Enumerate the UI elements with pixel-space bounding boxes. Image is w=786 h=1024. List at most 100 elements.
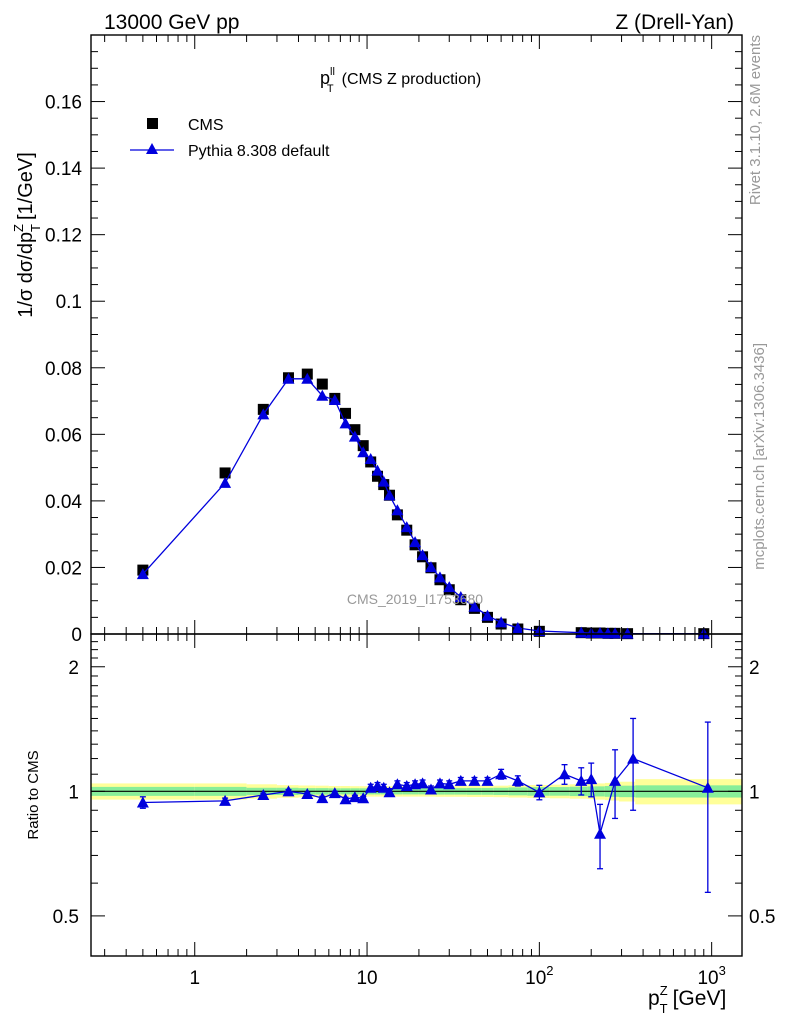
main-title-sup: ll (330, 66, 335, 78)
pythia-point (433, 571, 446, 583)
ratio-pythia-point (511, 774, 524, 786)
pythia-line (142, 378, 704, 635)
rivet-label: Rivet 3.1.10, 2.6M events (747, 35, 764, 205)
cms-data-point (316, 378, 328, 390)
ratio-xlabel: pZ T [GeV] (648, 983, 726, 1016)
ratio-xtick-base: 10 (525, 968, 546, 989)
ratio-pythia-point (377, 781, 390, 793)
ratio-pythia-point (481, 774, 494, 786)
pythia-point (383, 489, 396, 501)
pythia-point (348, 430, 361, 442)
pythia-point (609, 627, 622, 639)
main-title: pll T (CMS Z production) (320, 66, 481, 95)
ratio-pythia-point (495, 768, 508, 780)
pythia-point (328, 394, 341, 406)
pythia-point (357, 446, 370, 458)
pythia-point (594, 627, 607, 639)
ratio-pythia-point (585, 773, 598, 785)
ratio-ylabel: Ratio to CMS (25, 750, 42, 839)
pythia-point (316, 389, 329, 401)
mcplots-label: mcplots.cern.ch [arXiv:1306.3436] (751, 343, 768, 570)
ratio-pythia-line (142, 757, 709, 834)
ratio-pythia-point (357, 792, 370, 804)
ratio-panel: 0.5 0.51 12 21 10 102 103 Ratio to CMS pZ T [GeV… (25, 633, 775, 1016)
main-ytick-label: 0.06 (45, 425, 82, 446)
pythia-point (575, 626, 588, 638)
pythia-point (409, 536, 422, 548)
ratio-xtick-exp: 2 (546, 963, 553, 978)
ratio-marks-group (136, 717, 714, 894)
ratio-pythia-point (533, 786, 546, 798)
pythia-point (391, 504, 404, 516)
cms-data-point (357, 440, 369, 452)
main-ytick-label: 0.14 (45, 159, 82, 180)
ratio-pythia-point (282, 785, 295, 797)
ratio-pythia-point (257, 788, 270, 800)
ratio-xtick-label: 103 (697, 963, 725, 989)
ratio-pythia-point (433, 777, 446, 789)
main-title-main: p (320, 68, 330, 88)
main-ylabel-a: 1/σ dσ/dp (15, 232, 37, 318)
pythia-point (400, 521, 413, 533)
legend-cms-label: CMS (188, 117, 224, 134)
main-panel: 0.02 0.04 0.06 0.08 0.1 0.12 0.14 0.16 0 pll T (CM… (11, 34, 743, 646)
ratio-pythia-point (468, 774, 481, 786)
ratio-xlabel-sup: Z (660, 983, 668, 998)
cms-data-point (219, 467, 231, 479)
pythia-point (301, 372, 314, 384)
ratio-pythia-point (424, 783, 437, 795)
pythia-point (424, 561, 437, 573)
pythia-point (443, 581, 456, 593)
header-left: 13000 GeV pp (104, 11, 239, 34)
ratio-pythia-point (416, 777, 429, 789)
main-title-sub: T (327, 83, 334, 95)
ratio-xtick-base: 10 (697, 968, 718, 989)
pythia-point (495, 616, 508, 628)
main-title-rest: (CMS Z production) (342, 71, 482, 88)
ratio-pythia-point (136, 796, 149, 808)
legend-mc-marker (146, 143, 158, 154)
pythia-point (257, 408, 270, 420)
ratio-pythia-point (701, 781, 714, 793)
ratio-ytick-label: 2 (68, 658, 79, 679)
ratio-pythia-point (348, 791, 361, 803)
legend-cms-marker (147, 118, 158, 129)
ratio-pythia-point (301, 788, 314, 800)
ratio-xtick-exp: 3 (719, 963, 726, 978)
ratio-pythia-point (383, 786, 396, 798)
header-right: Z (Drell-Yan) (615, 11, 734, 34)
cms-data-point (349, 424, 361, 436)
pythia-point (377, 475, 390, 487)
ratio-pythia-point (219, 794, 232, 806)
ratio-ytick-label-right: 2 (749, 658, 760, 679)
ratio-frame (90, 633, 743, 957)
ratio-pythia-point (328, 787, 341, 799)
ratio-pythia-point (443, 778, 456, 790)
main-ytick-label-zero: 0 (71, 625, 82, 646)
main-ytick-label: 0.04 (45, 492, 82, 513)
pythia-point (282, 372, 295, 384)
ratio-pythia-point (594, 827, 607, 839)
cms-data-point (340, 407, 352, 419)
ratio-pythia-point (391, 778, 404, 790)
main-ytick-label: 0.02 (45, 558, 82, 579)
ratio-pythia-point (339, 793, 352, 805)
ratio-ytick-label-right: 0.5 (749, 907, 775, 928)
ratio-xlabel-rest: [GeV] (673, 987, 727, 1010)
legend-mc-label: Pythia 8.308 default (188, 143, 330, 160)
ratio-xtick-label: 1 (189, 968, 200, 989)
ratio-xtick-base: 10 (356, 968, 377, 989)
pythia-point (364, 452, 377, 464)
ratio-pythia-point (627, 752, 640, 764)
pythia-point (371, 464, 384, 476)
ratio-xlabel-main: p (648, 987, 660, 1010)
ratio-pythia-point (609, 774, 622, 786)
ratio-pythia-point (575, 774, 588, 786)
main-ytick-label: 0.12 (45, 226, 82, 247)
ratio-pythia-point (316, 792, 329, 804)
legend: CMS Pythia 8.308 default (130, 117, 330, 160)
ratio-axes-group: 0.5 0.51 12 21 10 102 103 (53, 633, 775, 989)
ratio-pythia-point (454, 774, 467, 786)
main-ytick-label: 0.08 (45, 359, 82, 380)
